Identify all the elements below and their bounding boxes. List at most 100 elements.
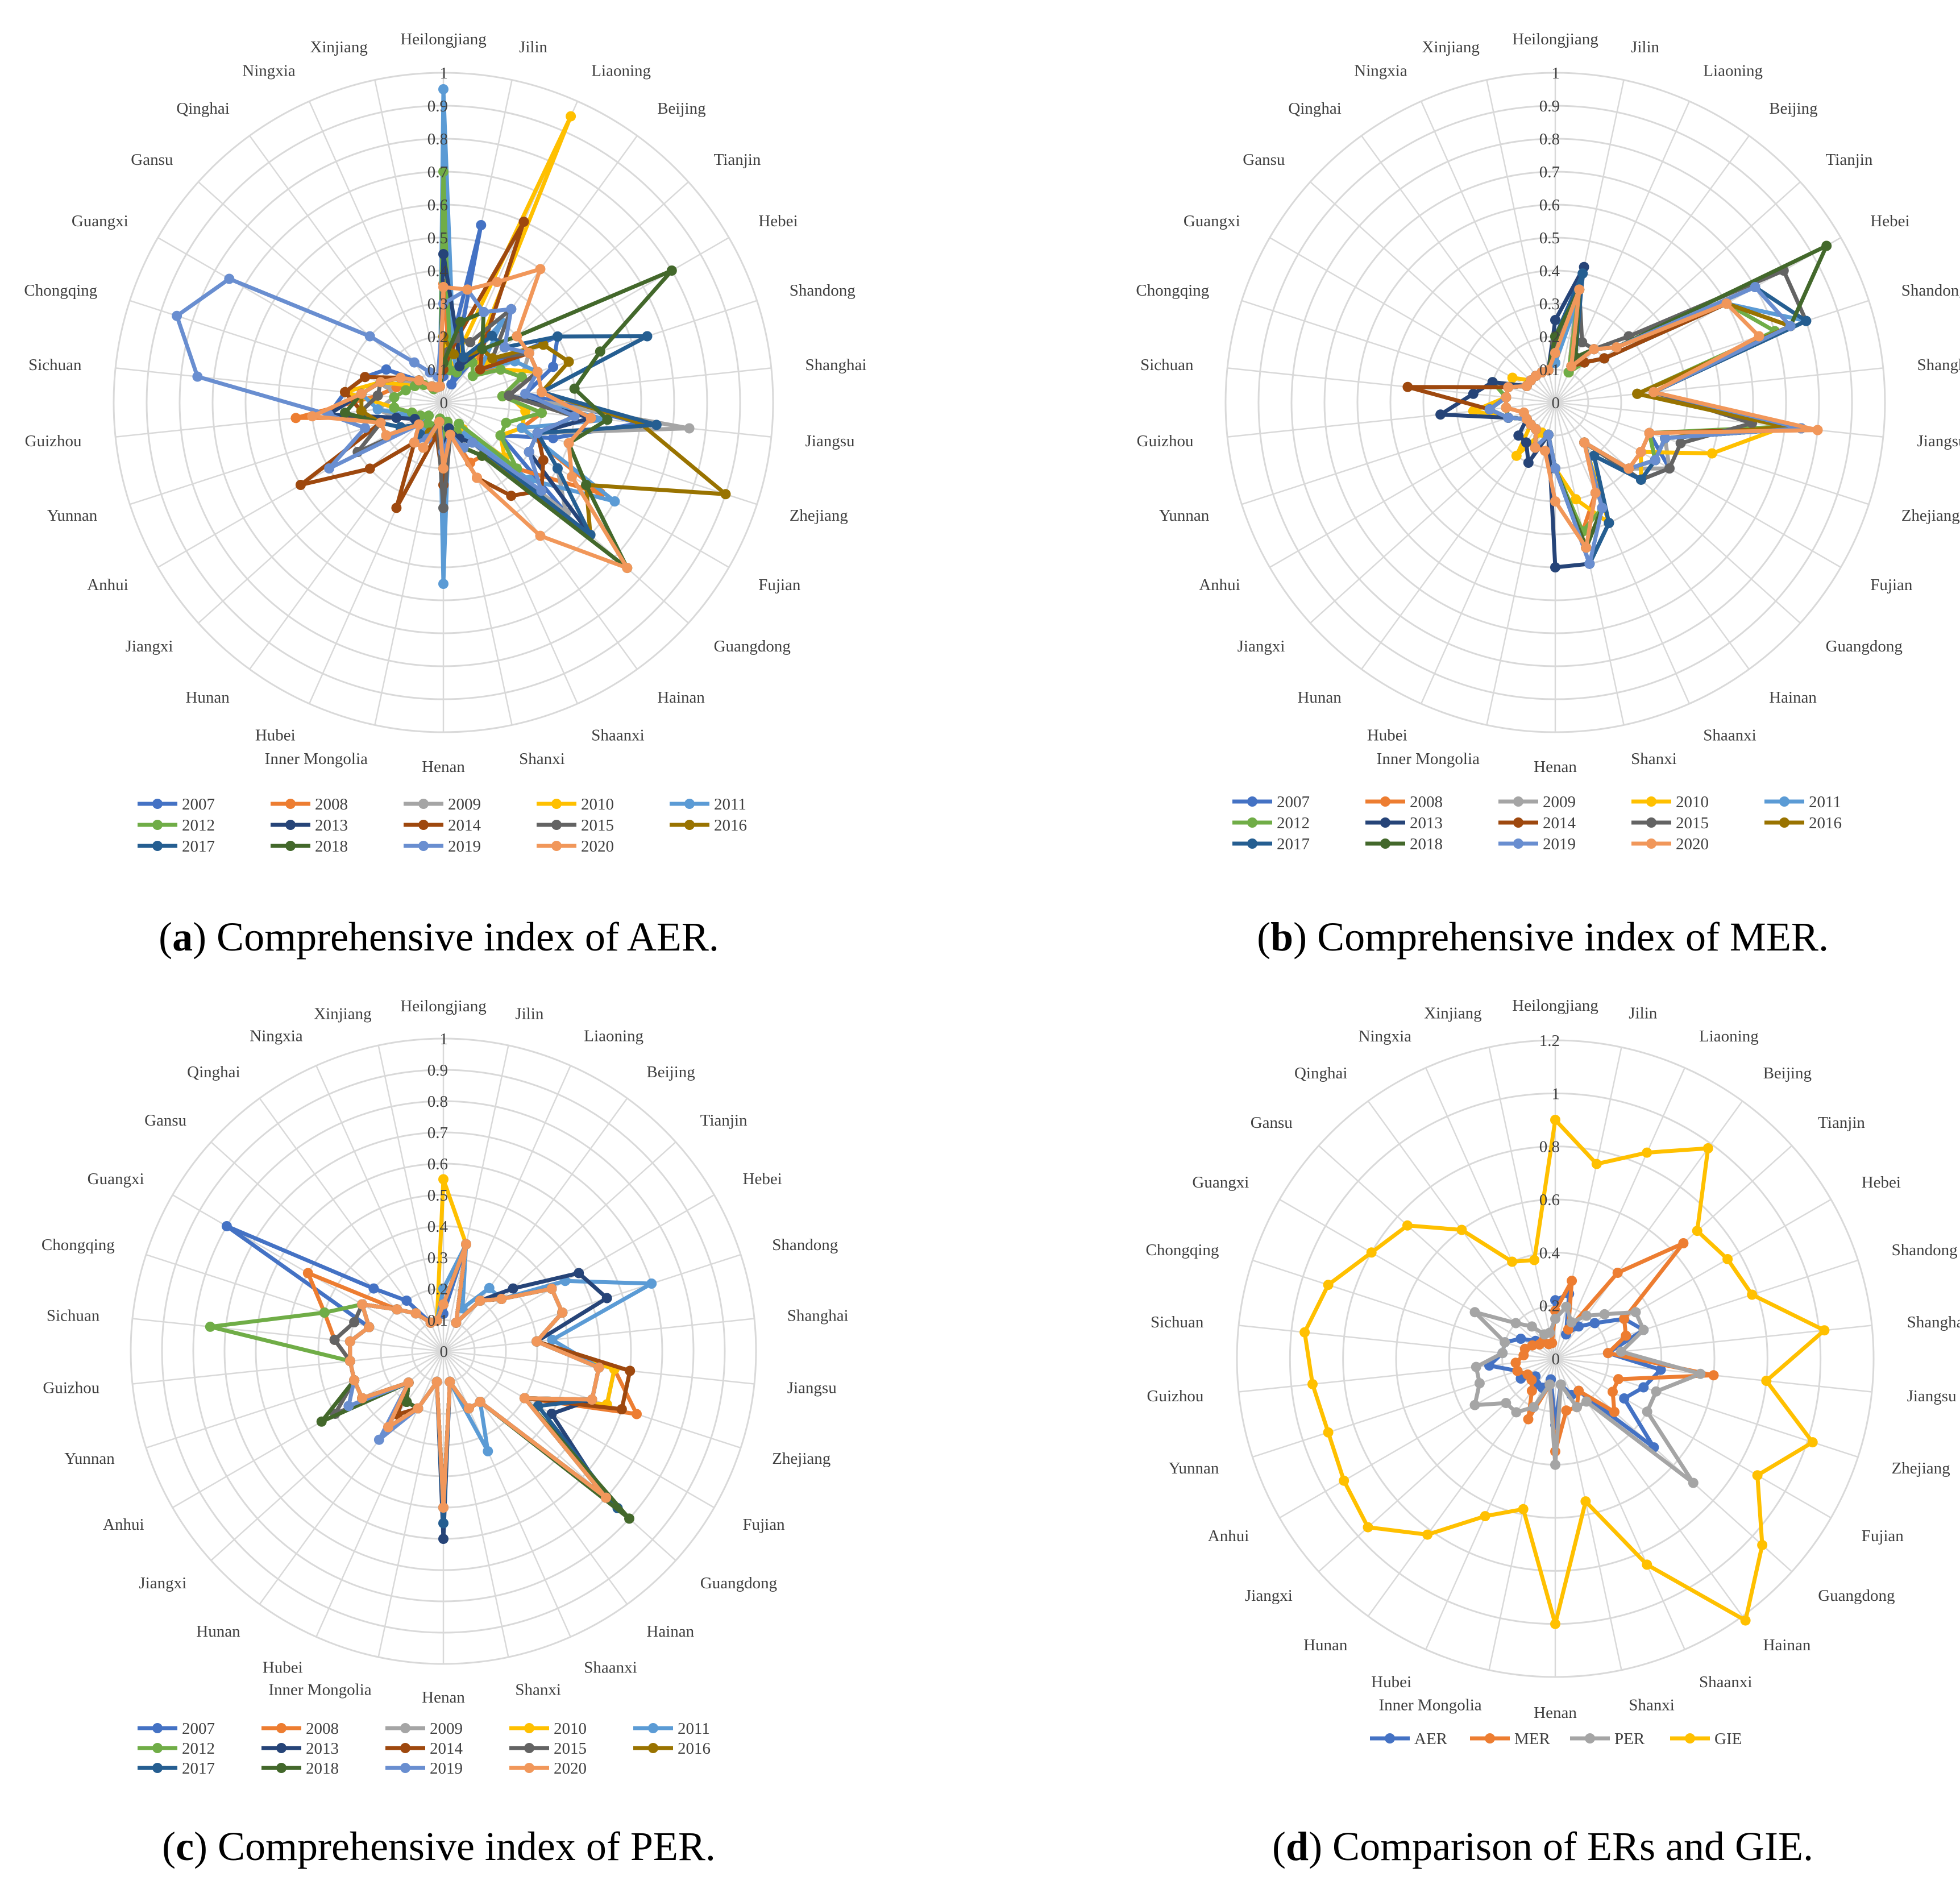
- data-point-GIE-shanxi: [1580, 1496, 1591, 1507]
- data-point-2020-sichuan: [356, 388, 367, 399]
- legend-label: 2017: [182, 837, 215, 856]
- data-point-2013-guizhou: [1435, 409, 1446, 420]
- axis-label-jiangsu: Jiangsu: [1917, 432, 1960, 450]
- axis-label-ningxia: Ningxia: [1354, 61, 1407, 80]
- data-point-2014-sichuan: [340, 387, 350, 397]
- legend-swatch-marker: [551, 799, 562, 809]
- grid-spoke: [1269, 401, 1556, 568]
- data-point-2016-zhejiang: [720, 489, 731, 500]
- data-point-PER-hainan: [1581, 1396, 1592, 1407]
- legend-item-2018: 2018: [1365, 835, 1443, 853]
- axis-label-tianjin: Tianjin: [1826, 151, 1873, 169]
- data-point-2018-shanghai: [569, 383, 580, 394]
- data-point-2020-hebei: [546, 1284, 557, 1294]
- legend-label: 2009: [430, 1720, 463, 1738]
- data-point-2013-heilongjiang: [1550, 315, 1560, 325]
- data-point-2020-hainan: [475, 1397, 485, 1407]
- data-point-2019-anhui: [343, 1401, 354, 1412]
- grid-spoke: [132, 1350, 444, 1385]
- legend-swatch-marker: [1385, 1733, 1395, 1743]
- legend-label: 2012: [1277, 814, 1310, 832]
- data-point-PER-shaanxi: [1572, 1402, 1582, 1413]
- data-point-2015-liaoning: [465, 337, 476, 347]
- data-point-2010-guangxi: [1507, 372, 1518, 383]
- legend-label: 2020: [581, 837, 614, 856]
- data-point-2019-guangdong: [536, 485, 547, 496]
- tick-label: 0.8: [427, 130, 448, 148]
- data-point-2020-chongqing: [1503, 382, 1514, 393]
- data-point-2020-shanghai: [531, 1336, 542, 1347]
- legend-label: 2017: [182, 1759, 215, 1778]
- data-point-2020-yunnan: [349, 1375, 360, 1385]
- legend-label: 2012: [182, 1740, 215, 1758]
- axis-label-qinghai: Qinghai: [176, 99, 229, 118]
- data-point-PER-hebei: [1630, 1307, 1641, 1318]
- legend-label: 2013: [306, 1740, 339, 1758]
- data-point-2020-jiangsu: [593, 1362, 604, 1373]
- legend-item-2014: 2014: [1498, 814, 1576, 832]
- legend-item-2019: 2019: [404, 837, 481, 856]
- axis-label-shandong: Shandong: [1901, 281, 1960, 300]
- grid-spoke: [1420, 402, 1556, 704]
- legend-swatch-marker: [1247, 796, 1257, 807]
- data-point-MER-hainan: [1573, 1385, 1584, 1396]
- data-point-PER-henan: [1550, 1459, 1560, 1470]
- series-PER: [1469, 1301, 1706, 1488]
- data-point-2020-hubei: [1530, 442, 1540, 453]
- tick-label: 1: [1552, 1085, 1560, 1103]
- legend-item-2009: 2009: [385, 1720, 463, 1738]
- data-point-2015-shanghai: [504, 390, 514, 401]
- legend-swatch-marker: [524, 1743, 534, 1753]
- legend-item-2017: 2017: [138, 837, 215, 856]
- data-point-MER-guizhou: [1510, 1358, 1521, 1368]
- tick-label: 0.1: [427, 361, 448, 379]
- axis-label-gansu: Gansu: [1251, 1114, 1293, 1132]
- axis-label-henan: Henan: [422, 1688, 465, 1707]
- legend-label: 2014: [1543, 814, 1576, 832]
- axis-label-shanxi: Shanxi: [1631, 750, 1677, 768]
- data-point-2020-beijing: [475, 1296, 485, 1306]
- axis-label-xinjiang: Xinjiang: [310, 38, 368, 56]
- legend-item-2014: 2014: [404, 816, 481, 835]
- data-point-2020-fujian: [1635, 447, 1646, 457]
- tick-label: 0.3: [427, 295, 448, 313]
- data-point-2007-guangxi: [381, 364, 392, 375]
- data-point-GIE-ningxia: [1507, 1256, 1518, 1267]
- data-point-PER-zhejiang: [1651, 1386, 1662, 1397]
- axis-label-beijing: Beijing: [657, 99, 705, 118]
- grid-spoke: [442, 1351, 628, 1605]
- axis-label-guangxi: Guangxi: [88, 1170, 144, 1188]
- data-point-GIE-qinghai: [1456, 1224, 1467, 1235]
- data-point-2016-hebei: [538, 339, 549, 350]
- axis-label-qinghai: Qinghai: [1294, 1064, 1347, 1082]
- data-point-MER-hunan: [1526, 1385, 1537, 1396]
- data-point-2020-yunnan: [1518, 407, 1529, 418]
- axis-label-fujian: Fujian: [743, 1516, 786, 1534]
- legend-item-2020: 2020: [537, 837, 614, 856]
- legend-item-2015: 2015: [537, 816, 614, 835]
- data-point-2007-liaoning: [446, 379, 457, 390]
- data-point-2020-tianjin: [512, 331, 522, 342]
- axis-label-shanghai: Shanghai: [1917, 356, 1960, 374]
- data-point-2015-chongqing: [349, 1317, 360, 1327]
- axis-label-hubei: Hubei: [263, 1658, 303, 1676]
- legend-item-AER: AER: [1370, 1730, 1448, 1748]
- axis-label-jiangxi: Jiangxi: [139, 1574, 186, 1592]
- data-point-2020-gansu: [392, 1304, 402, 1315]
- grid-spoke: [1555, 1358, 1792, 1572]
- axis-label-hebei: Hebei: [1870, 212, 1909, 230]
- data-point-2020-hainan: [1579, 437, 1590, 448]
- data-point-2020-guangxi: [357, 1299, 368, 1310]
- data-point-PER-inner-mongolia: [1544, 1379, 1555, 1390]
- tick-label: 0.7: [427, 163, 448, 181]
- axis-label-shanxi: Shanxi: [519, 750, 565, 768]
- data-point-2019-ningxia: [425, 367, 435, 377]
- grid-spoke: [1227, 367, 1556, 404]
- grid-spoke: [1361, 135, 1556, 403]
- legend-item-2009: 2009: [1498, 793, 1576, 811]
- data-point-2017-jiangsu: [651, 420, 662, 430]
- data-point-2019-zhejiang: [532, 427, 543, 438]
- axis-label-qinghai: Qinghai: [1288, 99, 1341, 118]
- axis-label-gansu: Gansu: [131, 151, 173, 169]
- legend-item-2008: 2008: [1365, 793, 1443, 811]
